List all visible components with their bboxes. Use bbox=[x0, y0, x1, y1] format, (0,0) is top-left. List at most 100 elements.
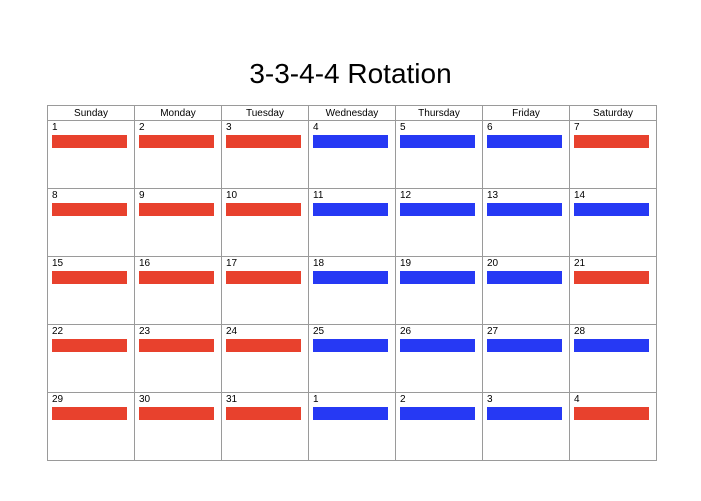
shift-bar-blue bbox=[400, 271, 475, 284]
calendar-weeks: 1 2 3 4 5 6 7 8 9 10 11 12 13 14 15 16 17 18 19 20 21 22 23 24 2… bbox=[47, 120, 657, 461]
day-cell[interactable]: 28 bbox=[569, 324, 657, 393]
day-number: 30 bbox=[139, 394, 151, 405]
shift-bar-red bbox=[226, 135, 301, 148]
day-number: 15 bbox=[52, 258, 64, 269]
shift-bar-blue bbox=[574, 339, 649, 352]
day-number: 23 bbox=[139, 326, 151, 337]
day-number: 10 bbox=[226, 190, 238, 201]
day-number: 2 bbox=[400, 394, 406, 405]
day-cell[interactable]: 26 bbox=[395, 324, 483, 393]
day-cell[interactable]: 29 bbox=[47, 392, 135, 461]
day-number: 12 bbox=[400, 190, 412, 201]
shift-bar-blue bbox=[487, 271, 562, 284]
day-number: 26 bbox=[400, 326, 412, 337]
shift-bar-red bbox=[52, 271, 127, 284]
day-number: 29 bbox=[52, 394, 64, 405]
rotation-calendar: Sunday Monday Tuesday Wednesday Thursday… bbox=[47, 105, 657, 461]
day-cell[interactable]: 31 bbox=[221, 392, 309, 461]
day-number: 7 bbox=[574, 122, 580, 133]
day-cell[interactable]: 16 bbox=[134, 256, 222, 325]
day-cell[interactable]: 10 bbox=[221, 188, 309, 257]
day-cell[interactable]: 1 bbox=[308, 392, 396, 461]
shift-bar-red bbox=[139, 135, 214, 148]
day-cell[interactable]: 4 bbox=[308, 120, 396, 189]
day-number: 4 bbox=[313, 122, 319, 133]
shift-bar-blue bbox=[487, 407, 562, 420]
day-cell[interactable]: 17 bbox=[221, 256, 309, 325]
weekday-header-monday: Monday bbox=[134, 105, 222, 121]
weekday-header-wednesday: Wednesday bbox=[308, 105, 396, 121]
day-number: 8 bbox=[52, 190, 58, 201]
day-cell[interactable]: 19 bbox=[395, 256, 483, 325]
day-cell[interactable]: 4 bbox=[569, 392, 657, 461]
shift-bar-red bbox=[139, 407, 214, 420]
day-number: 5 bbox=[400, 122, 406, 133]
shift-bar-red bbox=[52, 407, 127, 420]
day-cell[interactable]: 18 bbox=[308, 256, 396, 325]
shift-bar-red bbox=[226, 271, 301, 284]
shift-bar-blue bbox=[400, 339, 475, 352]
day-cell[interactable]: 5 bbox=[395, 120, 483, 189]
shift-bar-red bbox=[226, 339, 301, 352]
day-number: 31 bbox=[226, 394, 238, 405]
day-number: 3 bbox=[487, 394, 493, 405]
day-number: 16 bbox=[139, 258, 151, 269]
day-number: 1 bbox=[52, 122, 58, 133]
weekday-header-row: Sunday Monday Tuesday Wednesday Thursday… bbox=[47, 105, 657, 121]
shift-bar-blue bbox=[487, 135, 562, 148]
day-cell[interactable]: 2 bbox=[134, 120, 222, 189]
day-cell[interactable]: 11 bbox=[308, 188, 396, 257]
day-cell[interactable]: 13 bbox=[482, 188, 570, 257]
shift-bar-red bbox=[226, 407, 301, 420]
day-cell[interactable]: 21 bbox=[569, 256, 657, 325]
day-number: 25 bbox=[313, 326, 325, 337]
day-cell[interactable]: 23 bbox=[134, 324, 222, 393]
day-number: 3 bbox=[226, 122, 232, 133]
day-number: 24 bbox=[226, 326, 238, 337]
shift-bar-blue bbox=[487, 203, 562, 216]
day-cell[interactable]: 22 bbox=[47, 324, 135, 393]
day-cell[interactable]: 20 bbox=[482, 256, 570, 325]
day-cell[interactable]: 30 bbox=[134, 392, 222, 461]
shift-bar-blue bbox=[313, 135, 388, 148]
day-cell[interactable]: 12 bbox=[395, 188, 483, 257]
shift-bar-blue bbox=[313, 203, 388, 216]
shift-bar-red bbox=[574, 407, 649, 420]
week-row: 29 30 31 1 2 3 4 bbox=[47, 392, 657, 461]
day-cell[interactable]: 1 bbox=[47, 120, 135, 189]
day-cell[interactable]: 25 bbox=[308, 324, 396, 393]
day-number: 6 bbox=[487, 122, 493, 133]
shift-bar-blue bbox=[313, 271, 388, 284]
weekday-header-thursday: Thursday bbox=[395, 105, 483, 121]
day-number: 18 bbox=[313, 258, 325, 269]
week-row: 22 23 24 25 26 27 28 bbox=[47, 324, 657, 393]
day-cell[interactable]: 6 bbox=[482, 120, 570, 189]
day-cell[interactable]: 15 bbox=[47, 256, 135, 325]
weekday-header-saturday: Saturday bbox=[569, 105, 657, 121]
day-cell[interactable]: 3 bbox=[221, 120, 309, 189]
day-cell[interactable]: 8 bbox=[47, 188, 135, 257]
week-row: 15 16 17 18 19 20 21 bbox=[47, 256, 657, 325]
shift-bar-red bbox=[52, 203, 127, 216]
day-number: 20 bbox=[487, 258, 499, 269]
day-number: 17 bbox=[226, 258, 238, 269]
day-number: 11 bbox=[313, 190, 324, 201]
day-number: 1 bbox=[313, 394, 319, 405]
day-cell[interactable]: 27 bbox=[482, 324, 570, 393]
shift-bar-red bbox=[139, 339, 214, 352]
day-cell[interactable]: 7 bbox=[569, 120, 657, 189]
day-number: 28 bbox=[574, 326, 586, 337]
shift-bar-red bbox=[139, 203, 214, 216]
day-number: 4 bbox=[574, 394, 580, 405]
day-number: 2 bbox=[139, 122, 145, 133]
day-number: 13 bbox=[487, 190, 499, 201]
day-cell[interactable]: 3 bbox=[482, 392, 570, 461]
day-number: 9 bbox=[139, 190, 145, 201]
day-cell[interactable]: 14 bbox=[569, 188, 657, 257]
weekday-header-sunday: Sunday bbox=[47, 105, 135, 121]
day-cell[interactable]: 24 bbox=[221, 324, 309, 393]
day-cell[interactable]: 2 bbox=[395, 392, 483, 461]
weekday-header-friday: Friday bbox=[482, 105, 570, 121]
page-title: 3-3-4-4 Rotation bbox=[249, 58, 452, 89]
day-cell[interactable]: 9 bbox=[134, 188, 222, 257]
